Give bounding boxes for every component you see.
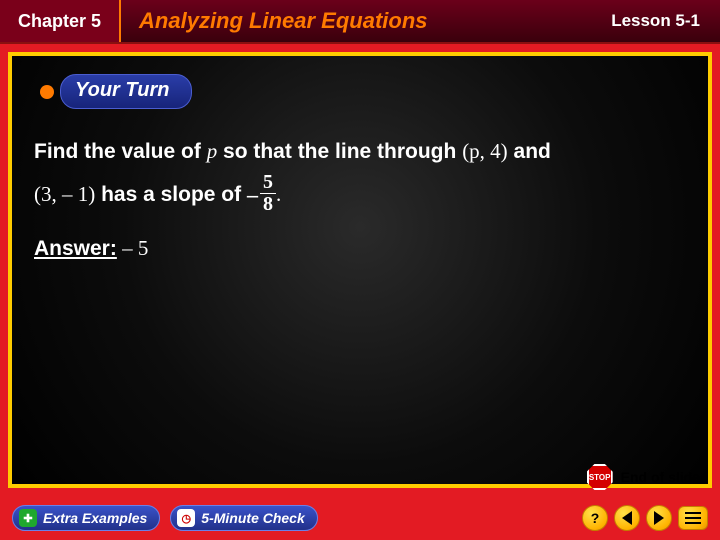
- text-fragment: and: [508, 140, 551, 163]
- footer-nav: ✚ Extra Examples ◷ 5-Minute Check ?: [0, 496, 720, 540]
- prev-button[interactable]: [614, 505, 640, 531]
- menu-button[interactable]: [678, 506, 708, 530]
- point-3-neg1: (3, – 1): [34, 182, 95, 206]
- end-of-slide-group: STOP End of slide: [587, 464, 702, 490]
- content-frame: Your Turn Find the value of p so that th…: [0, 44, 720, 496]
- answer-value: – 5: [117, 236, 149, 260]
- point-p4: (p, 4): [462, 139, 508, 163]
- next-button[interactable]: [646, 505, 672, 531]
- your-turn-label: Your Turn: [60, 74, 192, 109]
- text-fragment: .: [276, 182, 281, 206]
- answer-line: Answer: – 5: [34, 227, 686, 270]
- chapter-badge: Chapter 5: [0, 0, 121, 42]
- problem-line-2: (3, – 1) has a slope of –58.: [34, 173, 686, 217]
- lesson-label: Lesson 5-1: [611, 11, 720, 31]
- your-turn-text: Your Turn: [75, 79, 169, 101]
- end-of-slide-text: End of slide: [619, 469, 702, 485]
- nav-icon-group: ?: [582, 505, 708, 531]
- variable-p: p: [207, 139, 218, 163]
- extra-examples-button[interactable]: ✚ Extra Examples: [12, 505, 160, 531]
- chapter-title: Analyzing Linear Equations: [121, 8, 611, 34]
- problem-line-1: Find the value of p so that the line thr…: [34, 130, 686, 173]
- fraction-numerator: 5: [260, 172, 276, 194]
- five-minute-check-button[interactable]: ◷ 5-Minute Check: [170, 505, 317, 531]
- your-turn-badge: Your Turn: [40, 74, 192, 109]
- stop-icon: STOP: [587, 464, 613, 490]
- answer-label: Answer:: [34, 237, 117, 260]
- fraction: 58: [260, 172, 276, 215]
- extra-examples-label: Extra Examples: [43, 510, 147, 526]
- problem-text: Find the value of p so that the line thr…: [34, 130, 686, 270]
- examples-icon: ✚: [19, 509, 37, 527]
- help-button[interactable]: ?: [582, 505, 608, 531]
- header-bar: Chapter 5 Analyzing Linear Equations Les…: [0, 0, 720, 44]
- text-fragment: Find the value of: [34, 140, 207, 163]
- slide-body: Your Turn Find the value of p so that th…: [8, 52, 712, 488]
- text-fragment: has a slope of: [95, 183, 247, 206]
- bullet-icon: [40, 85, 54, 99]
- five-minute-check-label: 5-Minute Check: [201, 510, 304, 526]
- text-fragment: so that the line through: [217, 140, 462, 163]
- negative-sign: –: [247, 182, 260, 207]
- fraction-denominator: 8: [260, 194, 276, 215]
- clock-icon: ◷: [177, 509, 195, 527]
